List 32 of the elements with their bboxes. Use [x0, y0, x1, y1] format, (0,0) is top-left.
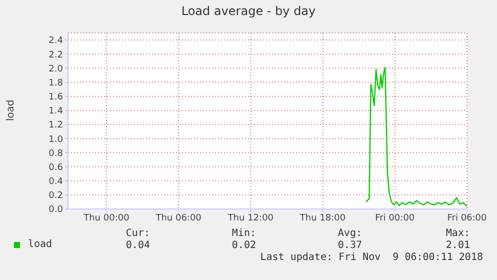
x-tick-label: Thu 12:00: [226, 213, 274, 224]
y-tick-label: 1.2: [48, 120, 63, 131]
text: Avg:: [338, 228, 362, 239]
text: Cur:: [126, 228, 150, 239]
x-tick-label: Thu 06:00: [154, 213, 202, 224]
y-tick-label: 0.2: [48, 191, 63, 202]
y-axis-title: load: [6, 100, 17, 121]
y-tick-label: 0.6: [48, 162, 64, 173]
y-tick-label: 0.0: [48, 205, 64, 216]
y-tick-label: 1.8: [48, 78, 64, 88]
text: Min:: [232, 228, 256, 239]
x-tick-label: Fri 00:00: [375, 213, 415, 224]
y-tick-label: 1.6: [48, 92, 64, 103]
line-series: [365, 66, 467, 207]
text: Max:: [446, 228, 470, 239]
x-tick-label: Thu 18:00: [298, 213, 346, 224]
text: 0.02: [232, 240, 256, 251]
x-tick-label: Fri 06:00: [447, 213, 488, 224]
legend-label: load: [27, 239, 52, 250]
y-tick-label: 1.0: [48, 134, 64, 145]
text: 2.01: [446, 240, 470, 251]
y-tick-label: 2.4: [48, 36, 64, 46]
y-tick-label: 1.4: [48, 106, 64, 117]
y-tick-label: 2.0: [48, 64, 64, 74]
chart-title: Load average - by day: [180, 4, 317, 18]
y-tick-label: 0.8: [48, 148, 64, 159]
text: Last update: Fri Nov 9 06:00:11 2018: [260, 252, 483, 263]
text: 0.04: [126, 240, 150, 251]
x-tick-label: Thu 00:00: [82, 213, 130, 224]
y-tick-label: 2.2: [48, 50, 63, 60]
text: 0.37: [338, 240, 362, 251]
y-tick-label: 0.4: [48, 177, 64, 188]
